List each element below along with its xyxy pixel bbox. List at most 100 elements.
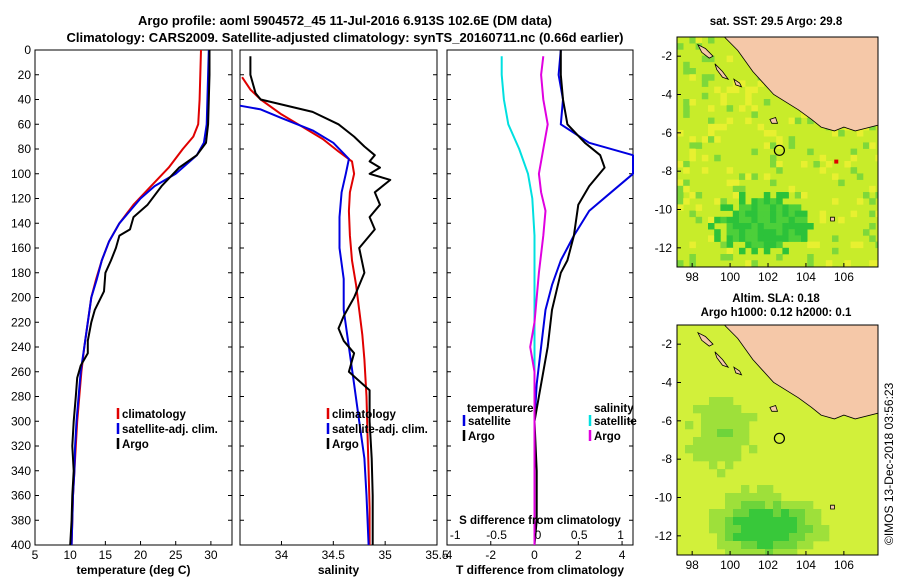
map-cell — [751, 86, 758, 94]
depth-tick-label: 240 — [11, 340, 31, 354]
map-cell — [749, 501, 758, 510]
map-cell — [765, 485, 774, 494]
map-cell — [745, 92, 752, 100]
map-cell — [797, 533, 806, 542]
map-cell — [801, 161, 808, 168]
map-cell — [788, 185, 796, 193]
map-cell — [770, 204, 777, 211]
map-cell — [765, 517, 774, 526]
map-cell — [757, 210, 765, 218]
map-xtick-label: 98 — [685, 558, 699, 572]
salinity-series-satellite-adj-clim- — [239, 104, 370, 546]
salinity-frame — [239, 49, 438, 546]
map-cell — [745, 241, 752, 249]
map-cell — [725, 525, 734, 534]
map-ytick-label: -12 — [655, 241, 673, 255]
map-ytick-label: -12 — [655, 529, 673, 543]
island — [769, 404, 779, 412]
map-cell — [683, 185, 690, 193]
map-cell — [875, 260, 878, 267]
island — [733, 78, 743, 88]
map-cell — [832, 235, 839, 242]
map-cell — [714, 123, 721, 131]
map-cell — [725, 549, 734, 555]
map-cell — [708, 136, 715, 143]
map-cell — [717, 517, 726, 526]
map-cell — [677, 161, 684, 168]
map-cell — [739, 216, 746, 224]
map-cell — [788, 136, 796, 143]
map-cell — [794, 223, 802, 230]
map-cell — [844, 260, 851, 267]
map-cell — [819, 210, 827, 218]
map-cell — [794, 192, 802, 199]
map-cell — [805, 517, 814, 526]
map-cell — [745, 210, 752, 218]
map-cell — [693, 453, 702, 462]
map-cell — [689, 154, 696, 162]
map-cell — [869, 210, 876, 218]
map-cell — [776, 254, 783, 261]
map-cell — [770, 229, 777, 236]
map-cell — [863, 192, 870, 199]
map-cell — [850, 167, 858, 174]
map-cell — [788, 117, 796, 125]
map-cell — [782, 229, 789, 236]
map-cell — [813, 161, 820, 168]
map-cell — [844, 161, 851, 168]
map-cell — [797, 501, 806, 510]
map-cell — [751, 173, 758, 180]
map-cell — [725, 445, 734, 454]
salinity-legend-label: satellite-adj. clim. — [332, 424, 428, 436]
map-cell — [732, 223, 740, 230]
map-cell — [689, 74, 696, 81]
map-cell — [751, 111, 758, 118]
depth-tick-label: 120 — [11, 192, 31, 206]
map-cell — [763, 210, 771, 218]
map-cell — [732, 235, 740, 242]
map-cell — [794, 216, 802, 224]
map-cell — [757, 501, 766, 510]
map-cell — [763, 99, 771, 106]
map-cell — [745, 173, 752, 180]
map-cell — [751, 241, 758, 249]
map-cell — [709, 421, 718, 430]
map-cell — [695, 216, 703, 224]
map-cell — [745, 229, 752, 236]
map-ytick-label: -2 — [661, 337, 672, 351]
map-cell — [757, 549, 766, 555]
map-cell — [739, 223, 746, 230]
map-cell — [677, 260, 684, 267]
map-cell — [739, 80, 746, 87]
map-cell — [789, 525, 798, 534]
island — [697, 331, 714, 347]
temperature-panel: 0 20 40 60 80 100 120 140 160 180 200 220 240 260 280 3… — [11, 43, 233, 577]
map-cell — [776, 161, 783, 168]
map-cell — [749, 509, 758, 518]
map-cell — [683, 179, 690, 187]
map-cell — [819, 154, 827, 162]
map-cell — [726, 55, 734, 63]
map-cell — [726, 235, 734, 242]
map-cell — [781, 541, 790, 550]
map-ytick-label: -4 — [661, 88, 672, 102]
map-cell — [701, 80, 709, 87]
map-cell — [782, 223, 789, 230]
map-cell — [726, 204, 734, 211]
temperature-legend-label: satellite-adj. clim. — [122, 424, 218, 436]
map-cell — [763, 198, 771, 205]
map-cell — [720, 241, 727, 249]
map-cell — [782, 192, 789, 199]
map-cell — [805, 533, 814, 542]
map-cell — [726, 254, 734, 261]
map-cell — [708, 223, 715, 230]
map-cell — [757, 229, 765, 236]
difference-x2tick-label: 1 — [617, 528, 624, 542]
depth-tick-label: 260 — [11, 365, 31, 379]
map-cell — [781, 533, 790, 542]
salinity-xtick-label: 34 — [275, 548, 289, 562]
map-cell — [683, 198, 690, 205]
map-cell — [776, 235, 783, 242]
salinity-xtick-label: 34.5 — [322, 548, 346, 562]
island — [714, 63, 730, 80]
